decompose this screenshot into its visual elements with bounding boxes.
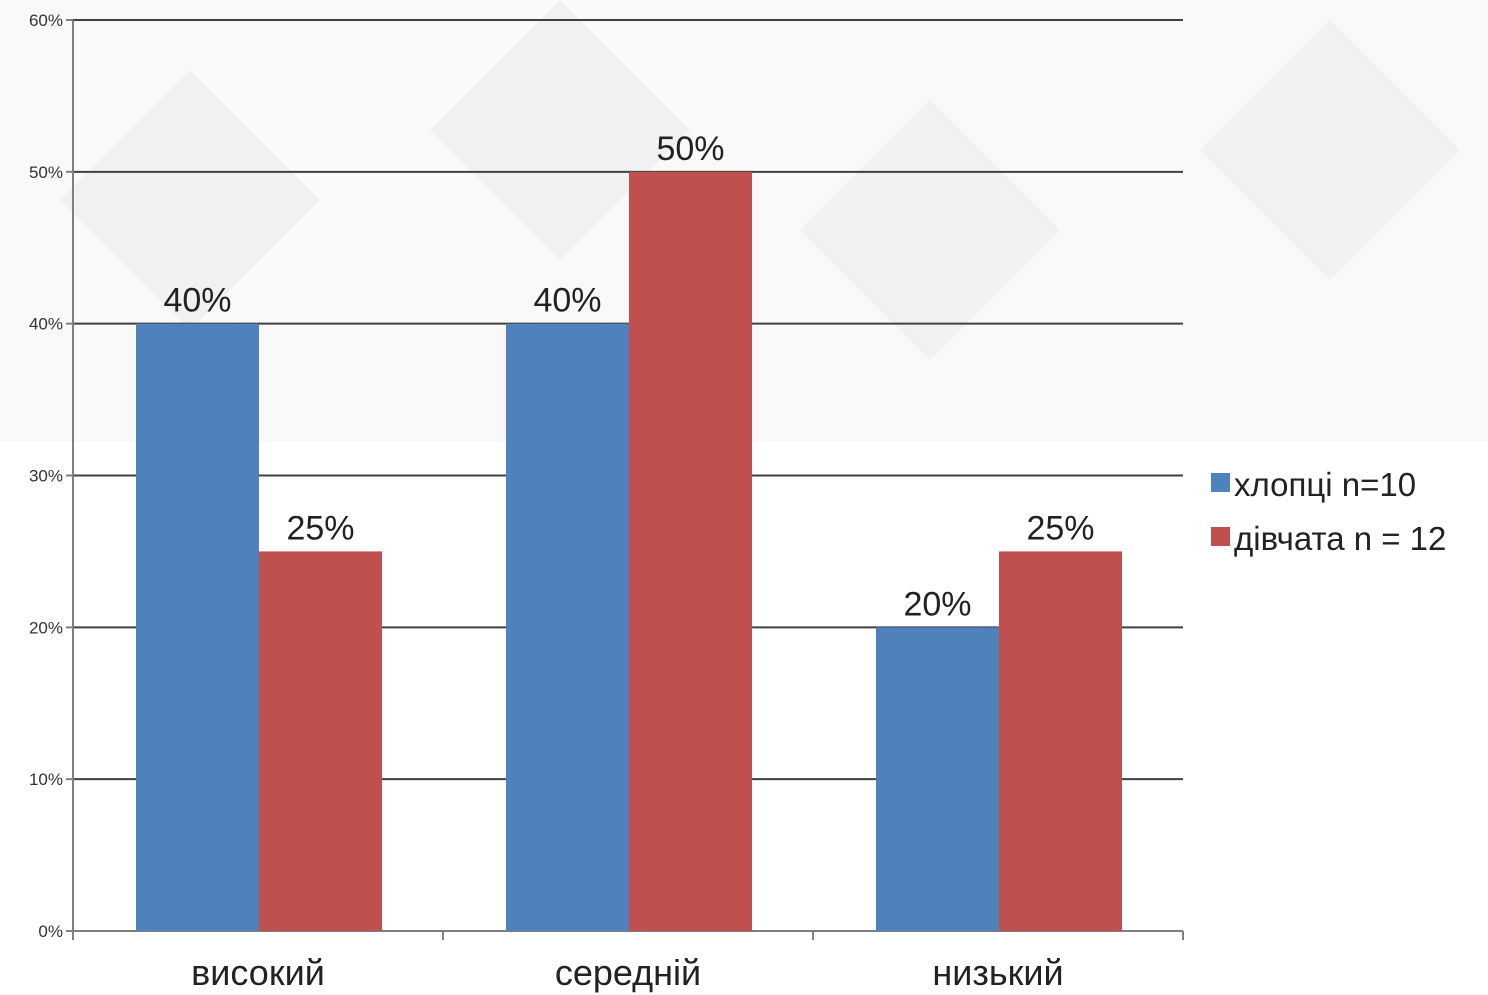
bar-girls-2 [999,551,1122,931]
background-diamond [800,100,1060,360]
data-label: 40% [533,282,601,320]
data-labels: 40% 25% 40% 50% 20% 25% [163,130,1094,623]
background-diamond [60,70,320,330]
legend-label: хлопці n=10 [1234,466,1416,503]
y-tick-label: 20% [29,618,63,637]
y-tick-label: 50% [29,163,63,182]
y-tick-label: 60% [29,11,63,30]
y-tick-label: 0% [38,922,63,941]
legend-swatch [1211,527,1230,546]
data-label: 20% [903,585,971,623]
y-tick-label: 40% [29,315,63,334]
bar-girls-1 [629,171,752,932]
y-tick-label: 10% [29,770,63,789]
legend: хлопці n=10 дівчата n = 12 [1211,466,1446,557]
bars [136,171,1122,932]
data-label: 25% [286,509,354,547]
legend-swatch [1211,473,1230,492]
x-category-label: середній [555,952,701,993]
x-category-label: низький [932,952,1063,993]
x-category-label: високий [191,952,325,993]
background-diamond [430,0,690,260]
y-tick-label: 30% [29,467,63,486]
data-label: 25% [1026,509,1094,547]
bar-boys-0 [136,323,259,932]
background-diamond [1200,20,1460,280]
bar-girls-0 [259,551,382,931]
data-label: 40% [163,282,231,320]
axes: 0% 10% 20% 30% 40% 50% 60% високий середній низьк… [29,11,1184,993]
legend-label: дівчата n = 12 [1234,520,1446,557]
data-label: 50% [656,130,724,168]
bar-boys-2 [876,627,999,931]
bar-boys-1 [506,323,629,932]
